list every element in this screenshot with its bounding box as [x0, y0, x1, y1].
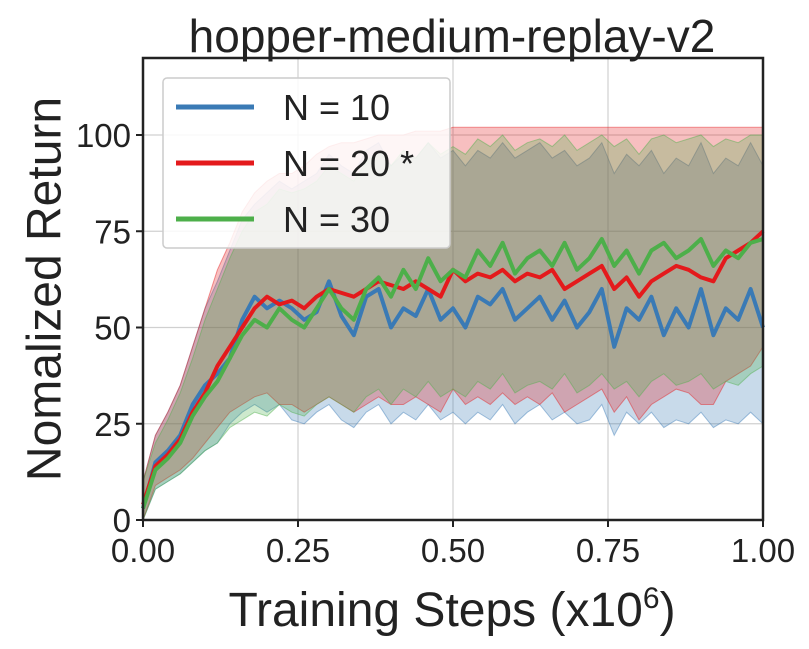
x-tick-label: 0.25 [266, 532, 330, 569]
x-tick-label: 0.75 [576, 532, 640, 569]
legend-box [162, 77, 451, 249]
x-tick-label: 0.50 [421, 532, 485, 569]
y-tick-label: 100 [76, 117, 131, 154]
x-axis-label-main: Training Steps (x10 [228, 584, 642, 637]
y-tick-label: 25 [94, 406, 131, 443]
x-tick-label: 1.00 [731, 532, 795, 569]
series-line-3 [141, 237, 764, 510]
x-axis-label: Training Steps (x106) [228, 582, 675, 637]
x-axis-label-exponent: 6 [643, 582, 660, 615]
series-lines [141, 229, 765, 510]
legend: N = 10 N = 20 * N = 30 [162, 77, 451, 249]
y-tick-label: 50 [94, 310, 131, 347]
x-ticks: 0.00 0.25 0.50 0.75 1.00 [111, 520, 795, 569]
y-ticks: 0 25 50 75 100 [76, 117, 143, 539]
x-axis-label-close: ) [660, 584, 676, 637]
y-tick-label: 75 [94, 213, 131, 250]
chart-title: hopper-medium-replay-v2 [189, 10, 716, 62]
legend-label-1: N = 10 [283, 87, 390, 128]
y-axis-label: Nomalized Return [19, 97, 72, 481]
x-tick-label: 0.00 [111, 532, 175, 569]
legend-label-3: N = 30 [283, 199, 390, 240]
legend-label-2: N = 20 * [283, 143, 414, 184]
series-line-1 [141, 279, 765, 509]
y-tick-label: 0 [113, 502, 131, 539]
